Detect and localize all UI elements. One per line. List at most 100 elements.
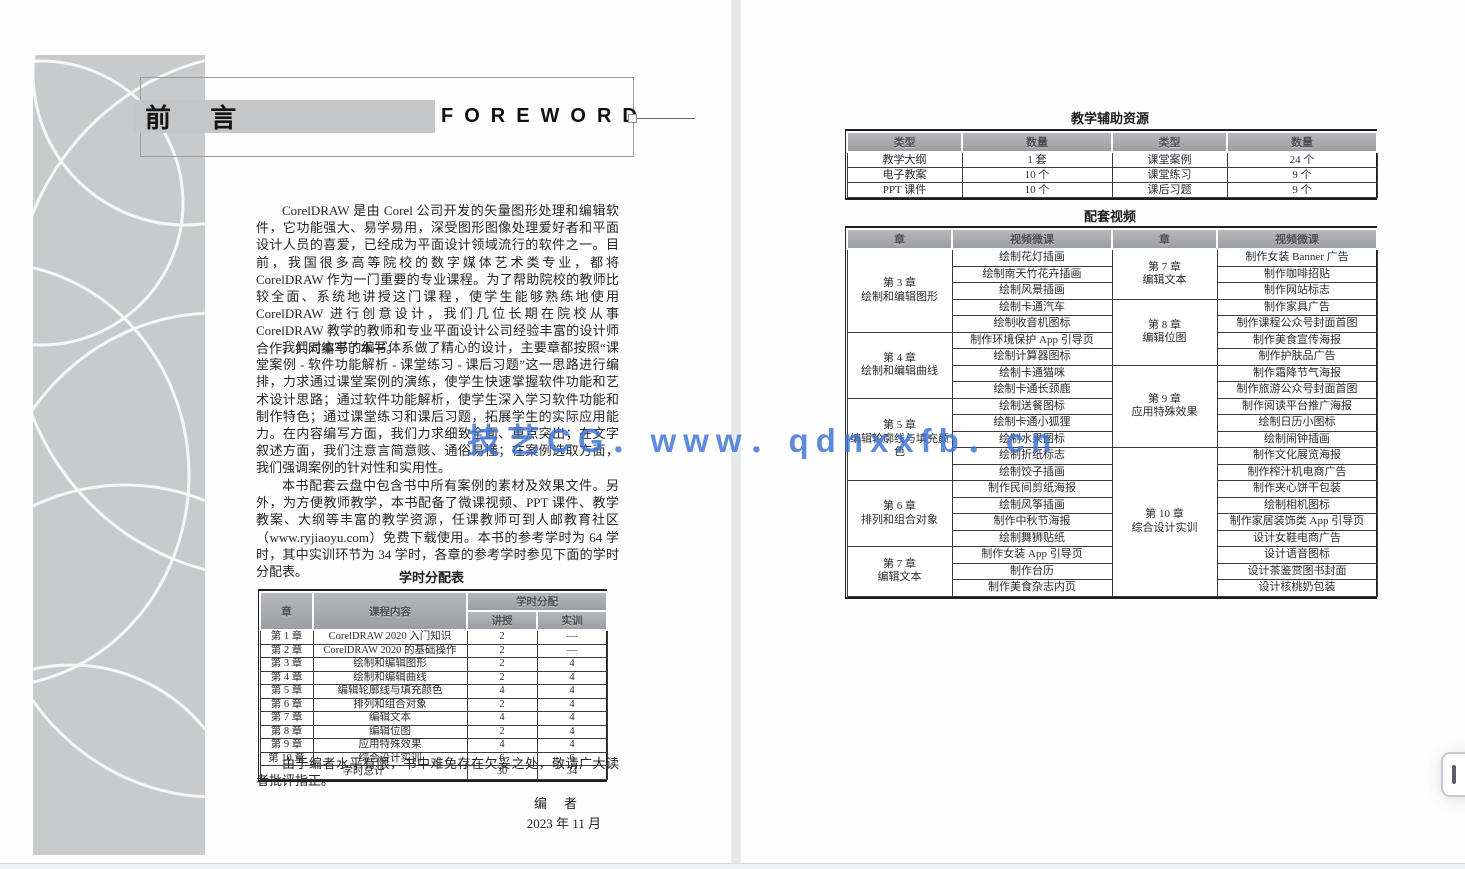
col-chapter: 章: [259, 591, 314, 631]
cell: 设计语音图标: [1216, 546, 1378, 564]
hours-table: 章 课程内容 学时分配 讲授 实训 第 1 章 CorelDRAW 2020 入门…: [258, 589, 608, 782]
cell: 2: [466, 697, 538, 712]
col-video: 视频微课: [1216, 228, 1378, 250]
cell: 2: [466, 724, 538, 739]
table-header-row: 章 视频微课 章 视频微课: [846, 228, 1378, 250]
chapter-name: 编辑位图: [1142, 332, 1187, 344]
col-lecture: 讲授: [466, 610, 538, 631]
cell: 课堂练习: [1111, 167, 1228, 183]
chapter-cell: 第 7 章编辑文本: [1111, 248, 1218, 300]
videos-table: 章 视频微课 章 视频微课 第 3 章绘制和编辑图形 绘制花灯插画 第 7 章编…: [845, 226, 1378, 599]
cell: 绘制南天竹花卉插画: [951, 265, 1113, 283]
cell: 4: [466, 684, 538, 699]
cell: CorelDRAW 2020 的基础操作: [312, 643, 468, 658]
cell: 制作夹心饼干包装: [1216, 480, 1378, 498]
resources-table-caption: 教学辅助资源: [1070, 111, 1149, 126]
cell: 2: [466, 629, 538, 645]
sidebar-toggle-button[interactable]: [1441, 752, 1465, 797]
hours-table-caption: 学时分配表: [398, 570, 464, 585]
chapter-name: 综合设计实训: [1131, 521, 1198, 534]
chapter-label: 第 9 章: [1148, 392, 1181, 405]
table-row: 绘制南天竹花卉插画 制作咖啡招贴: [847, 265, 1378, 283]
cell: 制作霜降节气海报: [1216, 364, 1378, 382]
cell: 绘制水果图标: [951, 430, 1113, 448]
table-header-row: 章 课程内容 学时分配: [259, 591, 608, 631]
cell: 制作家居装饰类 App 引导页: [1216, 513, 1378, 531]
cell: 24 个: [1226, 151, 1378, 168]
chapter-name: 绘制和编辑图形: [861, 290, 938, 303]
table-row: 绘制舞狮贴纸 设计女鞋电商广告: [847, 529, 1378, 547]
cell: 4: [536, 711, 608, 726]
cell: 绘制卡通猫咪: [951, 364, 1113, 382]
page-left: 前 言 FOREWORD CorelDRAW 是由 Corel 公司开发的矢量图…: [0, 0, 731, 863]
cell: 设计女鞋电商广告: [1216, 529, 1378, 547]
cell: 制作榨汁机电商广告: [1216, 463, 1378, 481]
cell: 制作中秋节海报: [951, 513, 1113, 531]
foreword-title-bar: 前 言: [133, 100, 435, 133]
cell: 绘制饺子插画: [951, 463, 1113, 481]
cell: 制作阅读平台推广海报: [1216, 397, 1378, 415]
table-row: 第 4 章绘制和编辑曲线 2 4: [259, 670, 608, 685]
signature: 编 者: [533, 796, 579, 811]
cell: 第 1 章: [259, 629, 314, 645]
table-row: 绘制卡通汽车 第 8 章编辑位图 制作家具广告: [847, 298, 1378, 366]
paragraph-2: 我们对本书的编写体系做了精心的设计，主要章都按照“课堂案例 - 软件功能解析 -…: [256, 340, 619, 476]
cell: 教学大纲: [846, 151, 963, 168]
table-row: 制作台历 设计茶鉴赏图书封面: [847, 562, 1378, 580]
col-type: 类型: [1111, 131, 1228, 153]
col-content: 课程内容: [312, 591, 468, 631]
cell: 应用特殊效果: [312, 738, 468, 753]
cell: 设计核桃奶包装: [1216, 579, 1378, 597]
table-row: 教学大纲 1 套课堂案例 24 个: [846, 151, 1378, 168]
chapter-label: 第 8 章: [1148, 318, 1181, 331]
table-row: 制作美食杂志内页 设计核桃奶包装: [847, 579, 1378, 597]
cell: 4: [536, 738, 608, 753]
closing-paragraph: 由于编者水平有限，书中难免存在欠妥之处，敬请广大读者批评指正。: [256, 756, 619, 789]
chapter-cell: 第 7 章编辑文本: [846, 546, 953, 597]
cell: 绘制和编辑图形: [312, 657, 468, 672]
chapter-label: 第 7 章: [1148, 260, 1181, 273]
vertical-bar-icon: [1452, 765, 1456, 784]
cell: 制作课程公众号封面首图: [1216, 315, 1378, 333]
chapter-cell: 第 4 章绘制和编辑曲线: [846, 331, 953, 399]
cell: 4: [536, 697, 608, 712]
videos-table-caption: 配套视频: [1083, 209, 1136, 224]
cell: 制作环境保护 App 引导页: [951, 331, 1113, 349]
page-right: 教学辅助资源 类型 数量 类型 数量 教学大纲 1 套课堂案例 24 个 电子教案 1…: [741, 0, 1465, 863]
col-chapter: 章: [846, 228, 953, 250]
chapter-label: 第 3 章: [883, 277, 916, 290]
cell: 10 个: [961, 167, 1113, 183]
chapter-cell: 第 3 章绘制和编辑图形: [846, 248, 953, 333]
cell: 2: [466, 657, 538, 672]
chapter-name: 编辑文本: [1142, 274, 1187, 287]
cell: 制作女装 Banner 广告: [1216, 248, 1378, 267]
cell: 2: [466, 670, 538, 685]
table-row: 第 5 章编辑轮廓线与填充颜色 4 4: [259, 684, 608, 699]
cell: 绘制和编辑曲线: [312, 670, 468, 685]
cell: 编辑轮廓线与填充颜色: [312, 684, 468, 699]
cell: 绘制日历小图标: [1216, 414, 1378, 432]
table-row: 第 3 章绘制和编辑图形 2 4: [259, 657, 608, 672]
cell: 第 6 章: [259, 697, 314, 712]
cell: 绘制卡通小狐狸: [951, 414, 1113, 432]
page-gutter: [731, 0, 741, 863]
cell: 编辑文本: [312, 711, 468, 726]
cell: 9 个: [1226, 167, 1378, 183]
arc-ornament: [33, 55, 205, 799]
cell: 4: [536, 657, 608, 672]
table-row: 绘制水果图标 绘制闹钟插画: [847, 430, 1378, 448]
cell: 制作咖啡招贴: [1216, 265, 1378, 283]
chapter-label: 第 10 章: [1145, 508, 1184, 521]
col-allocation: 学时分配: [466, 591, 608, 612]
cell: 2: [466, 643, 538, 658]
table-row: 电子教案 10 个课堂练习 9 个: [846, 167, 1378, 183]
table-row: 第 2 章 CorelDRAW 2020 的基础操作 2—: [259, 643, 608, 658]
chapter-cell: 第 10 章综合设计实训: [1111, 447, 1218, 597]
cell: CorelDRAW 2020 入门知识: [312, 629, 468, 645]
resources-table: 类型 数量 类型 数量 教学大纲 1 套课堂案例 24 个 电子教案 10 个课堂练习…: [845, 129, 1378, 200]
chapter-label: 第 4 章: [883, 351, 916, 364]
cell: 绘制闹钟插画: [1216, 430, 1378, 448]
cell: 9 个: [1226, 182, 1378, 198]
table-row: 绘制饺子插画 制作榨汁机电商广告: [847, 463, 1378, 481]
cell: 绘制计算器图标: [951, 348, 1113, 366]
